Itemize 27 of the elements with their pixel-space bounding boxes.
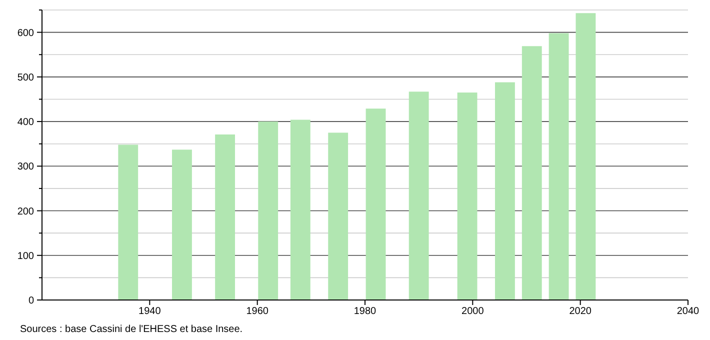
y-tick-label: 600 xyxy=(17,28,34,39)
y-tick-label: 200 xyxy=(17,206,34,218)
x-tick-label: 2000 xyxy=(462,306,484,317)
x-tick-label: 1980 xyxy=(354,306,377,317)
bar xyxy=(118,144,138,300)
bar xyxy=(172,150,192,300)
bar xyxy=(548,33,569,300)
bar xyxy=(258,122,278,300)
y-tick-label: 400 xyxy=(17,117,34,128)
y-tick-label: 0 xyxy=(28,296,34,306)
y-tick-label: 100 xyxy=(17,250,34,262)
bar xyxy=(457,92,478,300)
bar xyxy=(328,132,348,300)
y-tick-label: 300 xyxy=(17,162,34,173)
bar xyxy=(522,46,542,300)
bar xyxy=(576,13,596,300)
bar xyxy=(215,134,235,300)
bar xyxy=(290,120,310,300)
x-tick-label: 2020 xyxy=(569,306,592,317)
x-tick-label: 1960 xyxy=(246,306,269,317)
bar xyxy=(408,92,429,300)
x-tick-label: 2040 xyxy=(676,306,700,317)
y-tick-label: 500 xyxy=(17,72,34,84)
bar xyxy=(366,108,386,300)
bar xyxy=(495,82,515,300)
source-note: Sources : base Cassini de l'EHESS et base Insee. xyxy=(20,324,243,335)
x-tick-label: 1940 xyxy=(138,306,162,317)
